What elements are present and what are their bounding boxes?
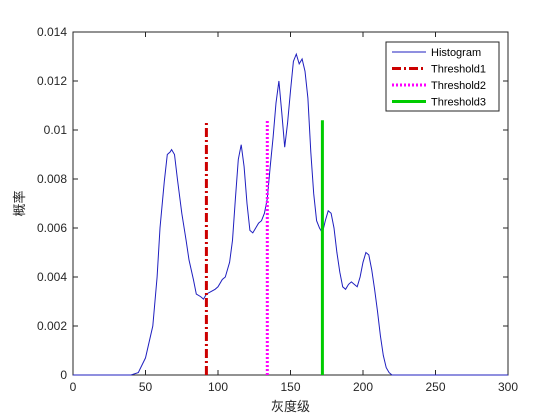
x-tick-label: 150 [280, 380, 300, 394]
y-tick-label: 0.004 [37, 270, 67, 284]
y-tick-label: 0.006 [37, 221, 67, 235]
x-tick-label: 250 [425, 380, 445, 394]
x-tick-label: 0 [70, 380, 77, 394]
y-tick-label: 0.012 [37, 74, 67, 88]
legend-label: Threshold1 [431, 64, 486, 76]
x-tick-label: 200 [353, 380, 373, 394]
legend-label: Threshold2 [431, 80, 486, 92]
y-tick-label: 0.01 [44, 123, 68, 137]
x-axis-title: 灰度级 [271, 399, 310, 415]
y-tick-label: 0.008 [37, 172, 67, 186]
legend: Histogram Threshold1 Threshold2 Threshold3 [386, 42, 499, 111]
y-axis-title: 概率 [12, 190, 28, 216]
x-tick-label: 300 [498, 380, 518, 394]
x-tick-label: 100 [208, 380, 228, 394]
y-tick-label: 0 [60, 368, 67, 382]
legend-label: Threshold3 [431, 97, 486, 109]
y-tick-label: 0.014 [37, 25, 67, 39]
y-tick-label: 0.002 [37, 319, 67, 333]
legend-label: Histogram [431, 47, 481, 59]
x-tick-label: 50 [139, 380, 153, 394]
